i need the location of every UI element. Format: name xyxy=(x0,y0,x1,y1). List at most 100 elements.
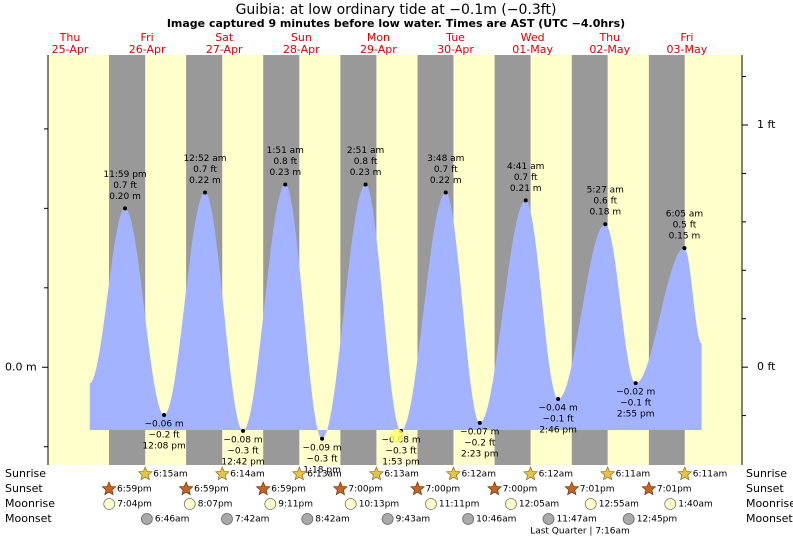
day-name: Thu xyxy=(59,31,81,44)
day-date: 02-May xyxy=(589,43,630,56)
extreme-label: 0.20 m xyxy=(109,192,141,202)
extreme-label: 12:08 pm xyxy=(142,441,185,451)
extreme-point xyxy=(556,397,561,402)
extreme-label: −0.02 m xyxy=(616,388,655,398)
day-date: 29-Apr xyxy=(360,43,397,56)
row-label: Sunset xyxy=(5,482,43,495)
extreme-point xyxy=(123,206,128,211)
extreme-point xyxy=(633,381,638,386)
moonrise-icon xyxy=(183,498,196,510)
moonrise-icon xyxy=(425,498,437,510)
moonset-icon xyxy=(622,513,635,525)
extreme-point xyxy=(477,420,482,425)
extreme-label: −0.3 ft xyxy=(306,454,338,464)
extreme-label: 0.5 ft xyxy=(673,221,697,231)
extreme-label: −0.2 ft xyxy=(464,438,496,448)
moonrise-icon xyxy=(264,498,277,510)
extreme-label: 1:53 pm xyxy=(382,457,420,467)
sunrise-icon xyxy=(523,466,539,481)
extreme-label: −0.08 m xyxy=(223,435,262,445)
extreme-label: 0.6 ft xyxy=(593,197,617,207)
extreme-label: 0.7 ft xyxy=(514,173,538,183)
extreme-label: −0.2 ft xyxy=(148,430,180,440)
sunrise-icon xyxy=(445,466,461,481)
extreme-label: 0.22 m xyxy=(430,176,462,186)
extreme-label: 1:18 pm xyxy=(303,465,341,475)
sunrise-icon xyxy=(137,466,153,481)
astro-time: 7:01pm xyxy=(657,485,692,495)
sunset-icon xyxy=(101,481,117,496)
extreme-label: 0.8 ft xyxy=(273,157,297,167)
extreme-label: 0.23 m xyxy=(350,168,382,178)
sunrise-icon xyxy=(214,466,230,481)
row-label: Sunrise xyxy=(746,467,787,480)
extreme-label: 12:52 am xyxy=(183,154,226,164)
chart-title: Guibia: at low ordinary tide at −0.1m (−… xyxy=(236,2,557,18)
sunset-icon xyxy=(564,481,580,496)
extreme-label: 0.7 ft xyxy=(113,181,137,191)
extreme-label: 2:55 pm xyxy=(617,410,655,420)
day-name: Sat xyxy=(215,31,234,44)
moonrise-icon xyxy=(505,498,517,510)
sunrise-icon xyxy=(368,466,384,481)
sunset-icon xyxy=(178,481,194,496)
y-tick-label: 0.0 m xyxy=(5,360,37,373)
extreme-label: 0.7 ft xyxy=(193,165,217,175)
extreme-point xyxy=(320,436,325,441)
extreme-label: 4:41 am xyxy=(507,162,544,172)
astro-time: 7:00pm xyxy=(348,485,383,495)
moonrise-icon xyxy=(103,498,116,510)
extreme-label: 0.8 ft xyxy=(354,157,378,167)
astro-time: 6:15am xyxy=(153,470,188,480)
extreme-point xyxy=(162,412,167,417)
extreme-label: 0.15 m xyxy=(669,232,701,242)
day-date: 27-Apr xyxy=(206,43,243,56)
day-date: 30-Apr xyxy=(437,43,474,56)
extreme-label: −0.1 ft xyxy=(620,399,652,409)
extreme-label: 2:51 am xyxy=(347,146,384,156)
day-name: Fri xyxy=(680,31,693,44)
extreme-point xyxy=(283,182,288,187)
chart-subtitle: Image captured 9 minutes before low wate… xyxy=(167,17,625,30)
tide-area xyxy=(89,184,702,439)
sunrise-icon xyxy=(600,466,616,481)
extreme-point xyxy=(603,222,608,227)
astro-time: 9:11pm xyxy=(278,500,313,510)
extreme-label: 1:51 am xyxy=(267,146,304,156)
moonset-icon xyxy=(542,513,555,525)
moonset-icon xyxy=(221,513,233,525)
astro-time: 8:07pm xyxy=(198,500,233,510)
moonrise-icon xyxy=(584,498,597,510)
astro-time: 10:13pm xyxy=(359,500,399,510)
sunset-icon xyxy=(409,481,426,496)
row-label: Sunrise xyxy=(5,467,46,480)
row-label: Moonset xyxy=(5,512,52,525)
astro-time: 6:13am xyxy=(307,470,342,480)
y2-tick-label: 1 ft xyxy=(757,118,776,131)
astro-time: 6:14am xyxy=(230,470,265,480)
moonset-icon xyxy=(140,513,153,525)
moonset-icon xyxy=(301,513,314,525)
day-name: Fri xyxy=(141,31,154,44)
extreme-label: 0.7 ft xyxy=(434,165,458,175)
sunset-icon xyxy=(641,481,657,496)
astro-time: 6:11am xyxy=(616,470,651,480)
day-name: Sun xyxy=(291,31,312,44)
extreme-label: 0.23 m xyxy=(269,168,301,178)
astro-time: 11:11pm xyxy=(439,500,479,510)
extreme-label: −0.3 ft xyxy=(227,446,259,456)
day-date: 28-Apr xyxy=(283,43,320,56)
extreme-point xyxy=(682,246,687,251)
row-label: Moonrise xyxy=(746,497,793,510)
row-label: Moonrise xyxy=(5,497,55,510)
extreme-label: −0.3 ft xyxy=(385,446,417,456)
extreme-label: 0.21 m xyxy=(510,184,542,194)
extreme-point xyxy=(443,190,448,195)
astro-time: 11:47am xyxy=(557,515,597,525)
astro-time: 12:45pm xyxy=(637,515,677,525)
astro-time: 12:05am xyxy=(519,500,559,510)
astro-time: 6:59pm xyxy=(194,485,229,495)
astro-time: 6:11am xyxy=(693,470,728,480)
day-date: 03-May xyxy=(667,43,708,56)
